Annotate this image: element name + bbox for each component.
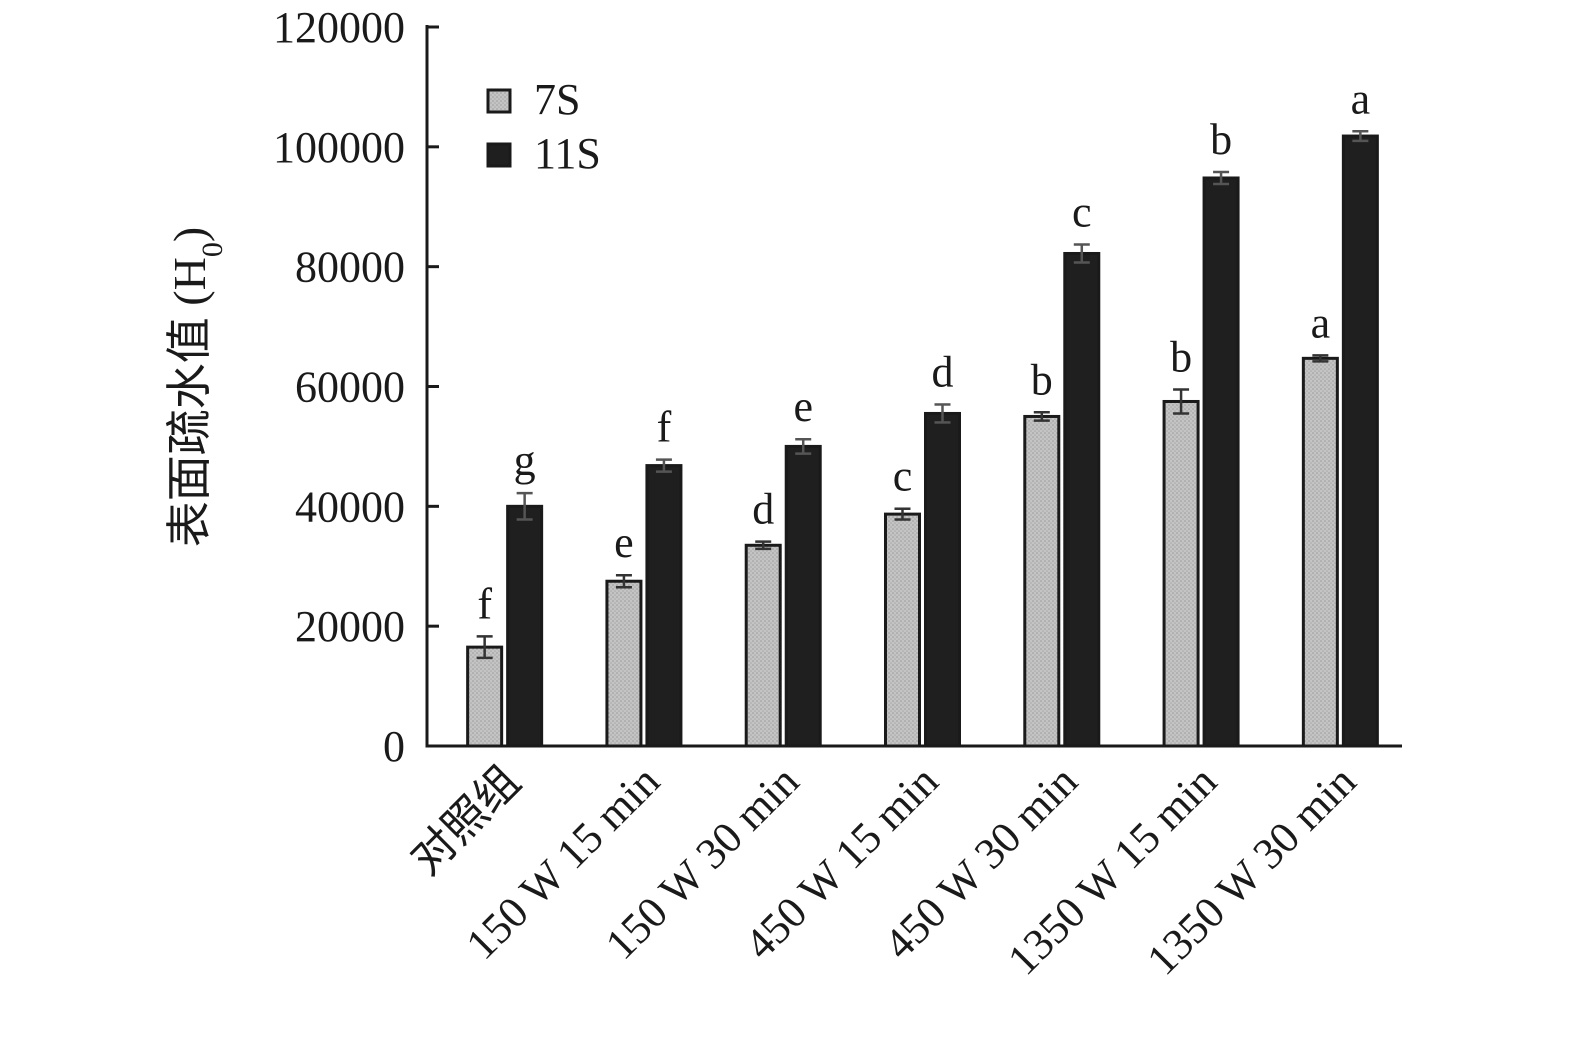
legend-label-11s: 11S	[534, 129, 601, 178]
bar-11s	[1202, 176, 1240, 748]
x-category-label: 对照组	[402, 756, 530, 884]
significance-label: c	[893, 452, 913, 501]
bars-layer	[466, 134, 1379, 748]
legend-swatch-7s	[486, 88, 512, 114]
y-axis-label-text: 表面疏水值 (H	[164, 257, 215, 547]
significance-label: b	[1170, 332, 1192, 381]
y-tick-label: 40000	[295, 482, 405, 531]
legend-label-7s: 7S	[534, 75, 580, 124]
bar-11s	[1063, 251, 1101, 748]
significance-label: f	[477, 579, 492, 628]
bar-7s	[744, 543, 782, 748]
bar-11s	[506, 504, 544, 748]
significance-label: a	[1311, 298, 1331, 347]
bar-11s	[784, 444, 822, 748]
y-axis-ticks: 0 20000 40000 60000 80000 100000 120000	[273, 3, 439, 771]
bar-11s	[645, 464, 683, 748]
y-axis-label-close: )	[164, 227, 215, 242]
y-tick-label: 0	[383, 722, 405, 771]
bar-7s	[1301, 356, 1339, 748]
bar-7s	[1023, 414, 1061, 748]
legend-swatch-11s	[486, 142, 512, 168]
svg-text:表面疏水值 (H0): 表面疏水值 (H0)	[164, 227, 229, 547]
significance-label: b	[1210, 115, 1232, 164]
y-axis-label: 表面疏水值 (H0)	[164, 227, 229, 547]
significance-label: c	[1072, 187, 1092, 236]
significance-label: e	[614, 518, 634, 567]
bar-7s	[1162, 399, 1200, 748]
significance-label: a	[1351, 74, 1371, 123]
y-axis-label-subscript: 0	[196, 242, 229, 257]
bar-7s	[605, 579, 643, 748]
significance-label: d	[932, 347, 954, 396]
y-tick-label: 100000	[273, 123, 405, 172]
y-tick-label: 80000	[295, 243, 405, 292]
significance-label: b	[1031, 355, 1053, 404]
bar-11s	[924, 411, 961, 748]
legend: 7S 11S	[486, 75, 601, 178]
significance-label: d	[752, 485, 774, 534]
significance-labels-layer: f g e f d e c d b c b b a a	[477, 74, 1370, 628]
significance-label: f	[657, 403, 672, 452]
y-tick-label: 120000	[273, 3, 405, 52]
bar-11s	[1341, 134, 1379, 748]
significance-label: g	[514, 436, 536, 485]
bar-7s	[884, 512, 921, 748]
bar-7s	[466, 645, 504, 748]
significance-label: e	[793, 382, 813, 431]
y-tick-label: 20000	[295, 602, 405, 651]
error-bars-layer	[476, 130, 1369, 660]
y-tick-label: 60000	[295, 363, 405, 412]
